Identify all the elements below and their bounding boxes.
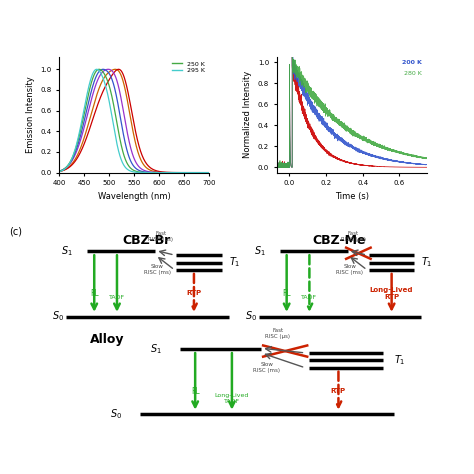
Text: CBZ-Br: CBZ-Br xyxy=(123,234,171,246)
Text: $S_1$: $S_1$ xyxy=(62,245,73,258)
Text: $T_1$: $T_1$ xyxy=(393,354,405,367)
Text: Long-Lived
TADF: Long-Lived TADF xyxy=(215,393,249,404)
Text: $S_1$: $S_1$ xyxy=(254,245,265,258)
Text: 280 K: 280 K xyxy=(404,71,422,76)
Text: $T_1$: $T_1$ xyxy=(421,255,433,269)
Text: CBZ-Me: CBZ-Me xyxy=(312,234,366,246)
Text: $S_0$: $S_0$ xyxy=(53,310,64,323)
X-axis label: Time (s): Time (s) xyxy=(335,192,369,201)
Text: $S_0$: $S_0$ xyxy=(109,408,122,421)
Text: Fast
RISC (μs): Fast RISC (μs) xyxy=(341,231,365,242)
Text: FL: FL xyxy=(90,289,99,298)
Text: FL: FL xyxy=(283,289,291,298)
Text: Alloy: Alloy xyxy=(90,333,124,346)
Text: $T_1$: $T_1$ xyxy=(229,255,240,269)
Text: $S_0$: $S_0$ xyxy=(245,310,257,323)
Y-axis label: Normalized Intensity: Normalized Intensity xyxy=(243,71,252,158)
Text: (c): (c) xyxy=(9,227,22,237)
Text: TADF: TADF xyxy=(301,294,318,300)
Text: FL: FL xyxy=(191,387,200,396)
Text: TADF: TADF xyxy=(109,294,125,300)
Y-axis label: Emission Intensity: Emission Intensity xyxy=(26,76,35,153)
Text: RTP: RTP xyxy=(186,290,201,296)
Text: RTP: RTP xyxy=(331,388,346,394)
Text: Fast
RISC (μs): Fast RISC (μs) xyxy=(148,231,173,242)
Text: Slow
RISC (ms): Slow RISC (ms) xyxy=(144,264,171,275)
Text: 200 K: 200 K xyxy=(402,60,422,65)
Text: Slow
RISC (ms): Slow RISC (ms) xyxy=(253,362,280,373)
X-axis label: Wavelength (nm): Wavelength (nm) xyxy=(98,192,171,201)
Text: Fast
RISC (μs): Fast RISC (μs) xyxy=(265,328,290,339)
Text: $S_1$: $S_1$ xyxy=(150,342,162,356)
Text: Long-Lived
RTP: Long-Lived RTP xyxy=(370,287,413,300)
Legend: 250 K, 295 K: 250 K, 295 K xyxy=(171,60,206,74)
Text: Slow
RISC (ms): Slow RISC (ms) xyxy=(336,264,363,275)
